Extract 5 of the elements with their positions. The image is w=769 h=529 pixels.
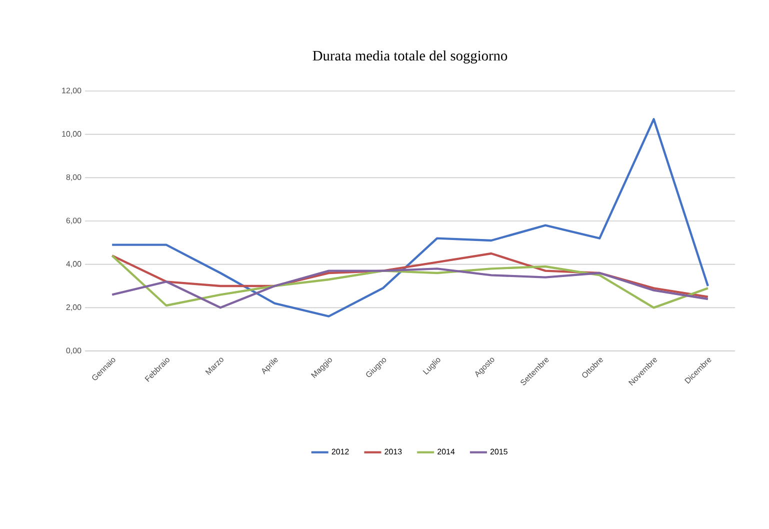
line-series [110,252,710,298]
line-series [110,118,710,318]
line-series [110,268,710,309]
line-series [110,254,710,309]
chart-title: Durata media totale del soggiorno [312,50,508,64]
